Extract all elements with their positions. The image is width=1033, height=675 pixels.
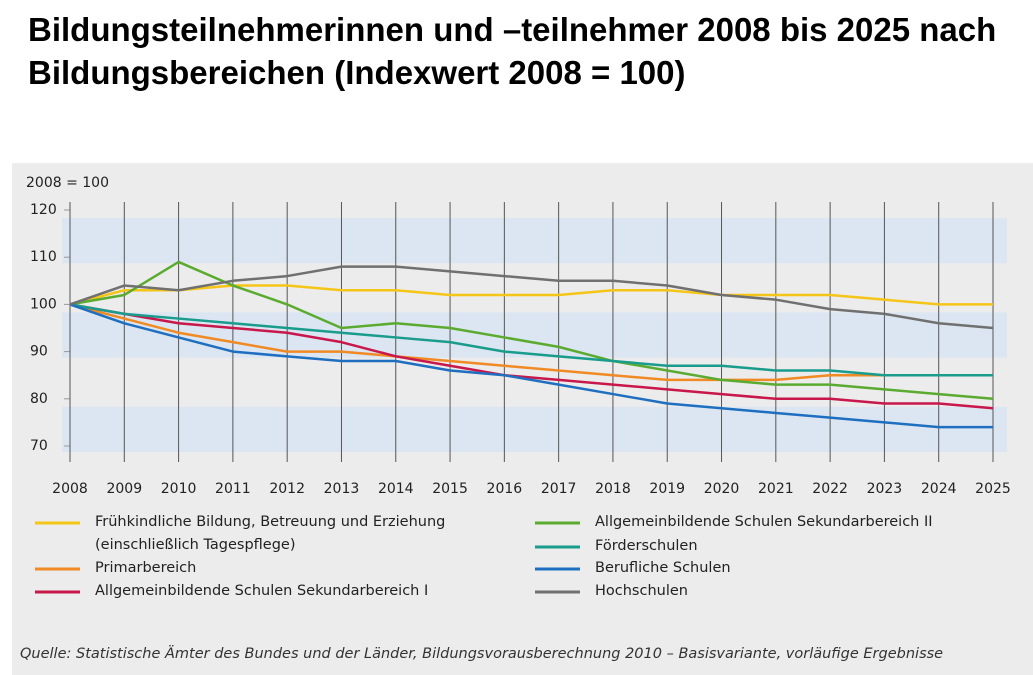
y-tick-label: 110 <box>30 249 57 265</box>
series-line <box>69 303 993 382</box>
y-tick-label: 90 <box>30 344 48 360</box>
band <box>62 406 1007 452</box>
band <box>62 312 1007 358</box>
chart-title: Bildungsteilnehmerinnen und –teilnehmer … <box>28 11 997 91</box>
x-tick-label: 2012 <box>269 481 305 497</box>
legend-label: Allgemeinbildende Schulen Sekundarbereic… <box>595 514 933 530</box>
series-line <box>69 303 993 377</box>
y-tick-label: 80 <box>30 391 48 407</box>
legend-label: Förderschulen <box>595 538 698 554</box>
x-tick-label: 2020 <box>704 481 740 497</box>
x-tick-label: 2016 <box>487 481 523 497</box>
y-axis-label: 2008 = 100 <box>26 175 109 191</box>
x-tick-label: 2021 <box>758 481 794 497</box>
x-tick-label: 2008 <box>52 481 88 497</box>
x-tick-label: 2017 <box>541 481 577 497</box>
x-tick-label: 2009 <box>106 481 142 497</box>
x-tick-label: 2018 <box>595 481 631 497</box>
source: Quelle: Statistische Ämter des Bundes un… <box>20 646 944 662</box>
x-tick-label: 2023 <box>867 481 903 497</box>
x-tick-label: 2010 <box>161 481 197 497</box>
y-tick-label: 120 <box>30 202 57 218</box>
series-line <box>69 284 993 306</box>
x-tick-label: 2024 <box>921 481 957 497</box>
y-tick-label: 100 <box>30 296 57 312</box>
legend-label: Berufliche Schulen <box>595 560 731 576</box>
x-tick-label: 2025 <box>975 481 1011 497</box>
series-line <box>69 265 994 330</box>
y-tick-label: 70 <box>30 438 48 454</box>
legend-label: Hochschulen <box>595 583 688 599</box>
legend-label: Primarbereich <box>95 560 197 576</box>
series-line <box>69 303 994 410</box>
legend-label: Frühkindliche Bildung, Betreuung und Erz… <box>95 514 446 553</box>
x-tick-label: 2019 <box>649 481 685 497</box>
series-line <box>69 303 993 429</box>
x-tick-label: 2015 <box>432 481 468 497</box>
x-tick-label: 2014 <box>378 481 414 497</box>
x-tick-label: 2011 <box>215 481 251 497</box>
legend-label: Allgemeinbildende Schulen Sekundarbereic… <box>95 583 429 599</box>
band <box>62 218 1007 264</box>
x-tick-label: 2013 <box>324 481 360 497</box>
x-tick-label: 2022 <box>812 481 848 497</box>
